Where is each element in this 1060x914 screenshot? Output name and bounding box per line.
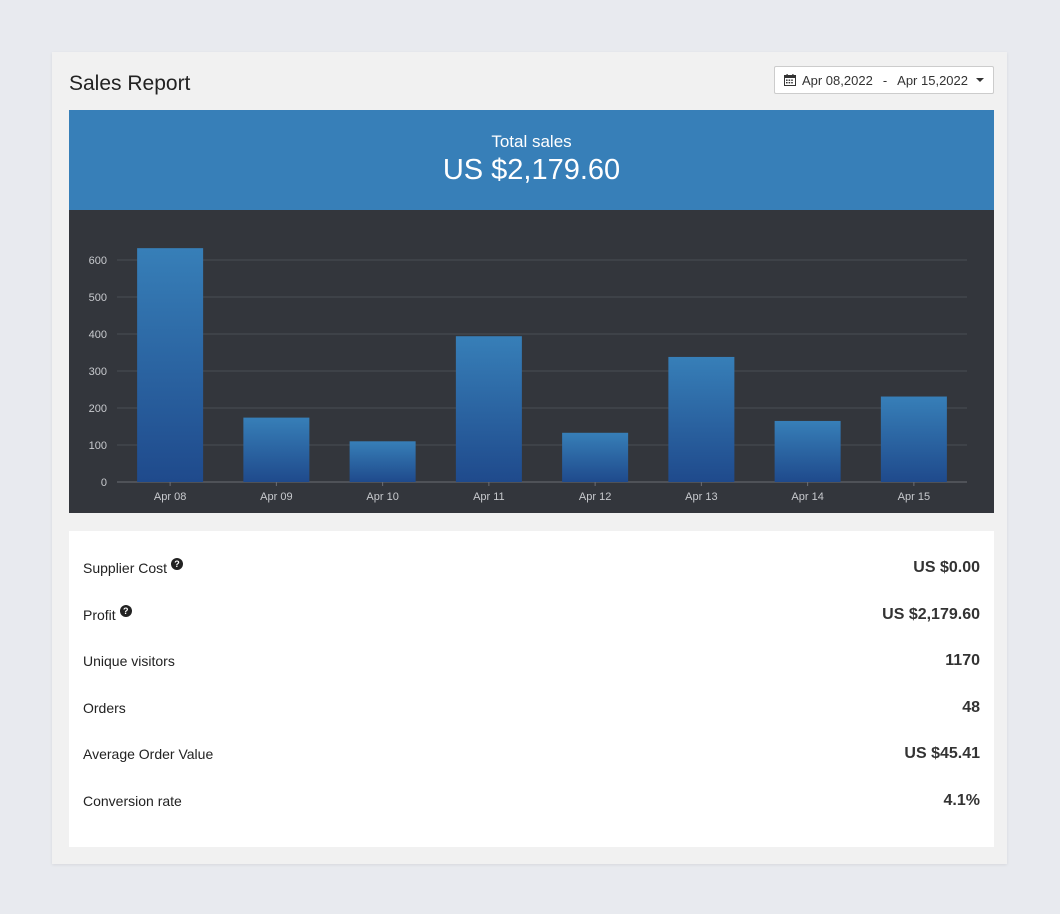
stat-label: Profit? xyxy=(83,604,132,623)
bar-apr-11[interactable] xyxy=(455,336,522,482)
x-tick-label: Apr 09 xyxy=(260,491,292,503)
x-tick-label: Apr 12 xyxy=(579,491,611,503)
stat-value: US $45.41 xyxy=(904,745,980,762)
stat-row-orders: Orders 48 xyxy=(83,696,980,720)
stat-label: Supplier Cost? xyxy=(83,558,184,576)
x-tick-label: Apr 13 xyxy=(685,491,717,503)
date-start: Apr 08,2022 xyxy=(801,72,873,88)
question-circle-icon[interactable]: ? xyxy=(119,604,132,617)
stat-row-profit: Profit? US $2,179.60 xyxy=(83,603,980,627)
y-tick-label: 100 xyxy=(89,440,107,452)
total-sales-value: US $2,179.60 xyxy=(442,154,621,186)
stat-label-text: Profit xyxy=(83,606,116,623)
stat-value: US $2,179.60 xyxy=(882,605,980,623)
question-circle-icon[interactable]: ? xyxy=(171,558,184,570)
bar-chart: 0 100 200 300 400 500 600 Apr 08 Apr 09 Apr 10 Apr… xyxy=(89,248,967,503)
y-tick-label: 600 xyxy=(89,255,107,267)
x-tick-label: Apr 10 xyxy=(366,491,398,503)
stat-label-text: Supplier Cost xyxy=(83,560,168,576)
bar-apr-14[interactable] xyxy=(774,420,841,482)
total-sales-label: Total sales xyxy=(491,132,572,151)
page-title: Sales Report xyxy=(69,72,191,95)
stat-label: Conversion rate xyxy=(83,793,182,809)
total-sales-banner: Total sales US $2,179.60 xyxy=(69,110,994,210)
y-tick-label: 300 xyxy=(89,366,107,378)
x-tick-label: Apr 11 xyxy=(473,491,505,503)
caret-down-icon xyxy=(976,78,984,82)
stat-label-text: Unique visitors xyxy=(83,653,175,669)
stat-value: 4.1% xyxy=(943,791,980,809)
stat-row-unique-visitors: Unique visitors 1170 xyxy=(83,649,980,673)
calendar-icon xyxy=(783,74,796,86)
date-separator: - xyxy=(882,72,888,88)
stat-label: Orders xyxy=(83,700,126,716)
stat-value: 1170 xyxy=(945,652,980,669)
bar-apr-10[interactable] xyxy=(349,441,416,482)
x-tick-label: Apr 15 xyxy=(898,491,930,503)
stat-label: Unique visitors xyxy=(83,653,175,669)
bar-apr-13[interactable] xyxy=(668,356,735,482)
y-tick-label: 400 xyxy=(89,329,107,341)
bar-apr-12[interactable] xyxy=(562,432,629,482)
stat-value: 48 xyxy=(962,698,980,716)
y-tick-label: 500 xyxy=(89,292,107,304)
stat-value: US $0.00 xyxy=(913,559,980,576)
date-end: Apr 15,2022 xyxy=(897,72,968,88)
stat-label-text: Average Order Value xyxy=(83,746,214,762)
y-tick-label: 200 xyxy=(89,403,107,415)
bar-apr-08[interactable] xyxy=(137,248,204,482)
bar-apr-09[interactable] xyxy=(243,417,310,482)
stat-label-text: Conversion rate xyxy=(83,792,182,809)
stats-panel: Supplier Cost? US $0.00 Profit? US $2,179.6… xyxy=(69,531,994,847)
stat-row-average-order-value: Average Order Value US $45.41 xyxy=(83,742,980,766)
y-tick-label: 0 xyxy=(101,477,107,489)
bar-apr-15[interactable] xyxy=(880,396,947,482)
sales-chart: 0 100 200 300 400 500 600 Apr 08 Apr 09 Apr 10 Apr… xyxy=(69,210,994,513)
stat-row-conversion-rate: Conversion rate 4.1% xyxy=(83,789,980,813)
stat-label: Average Order Value xyxy=(83,746,213,762)
x-tick-label: Apr 08 xyxy=(154,491,186,503)
stat-row-supplier-cost: Supplier Cost? US $0.00 xyxy=(83,556,980,580)
x-tick-label: Apr 14 xyxy=(791,491,823,503)
stat-label-text: Orders xyxy=(83,699,126,716)
sales-report-card: Sales Report Apr 08,2022 - Apr 15,2022 T… xyxy=(52,52,1007,864)
date-range-picker[interactable]: Apr 08,2022 - Apr 15,2022 xyxy=(773,66,994,94)
